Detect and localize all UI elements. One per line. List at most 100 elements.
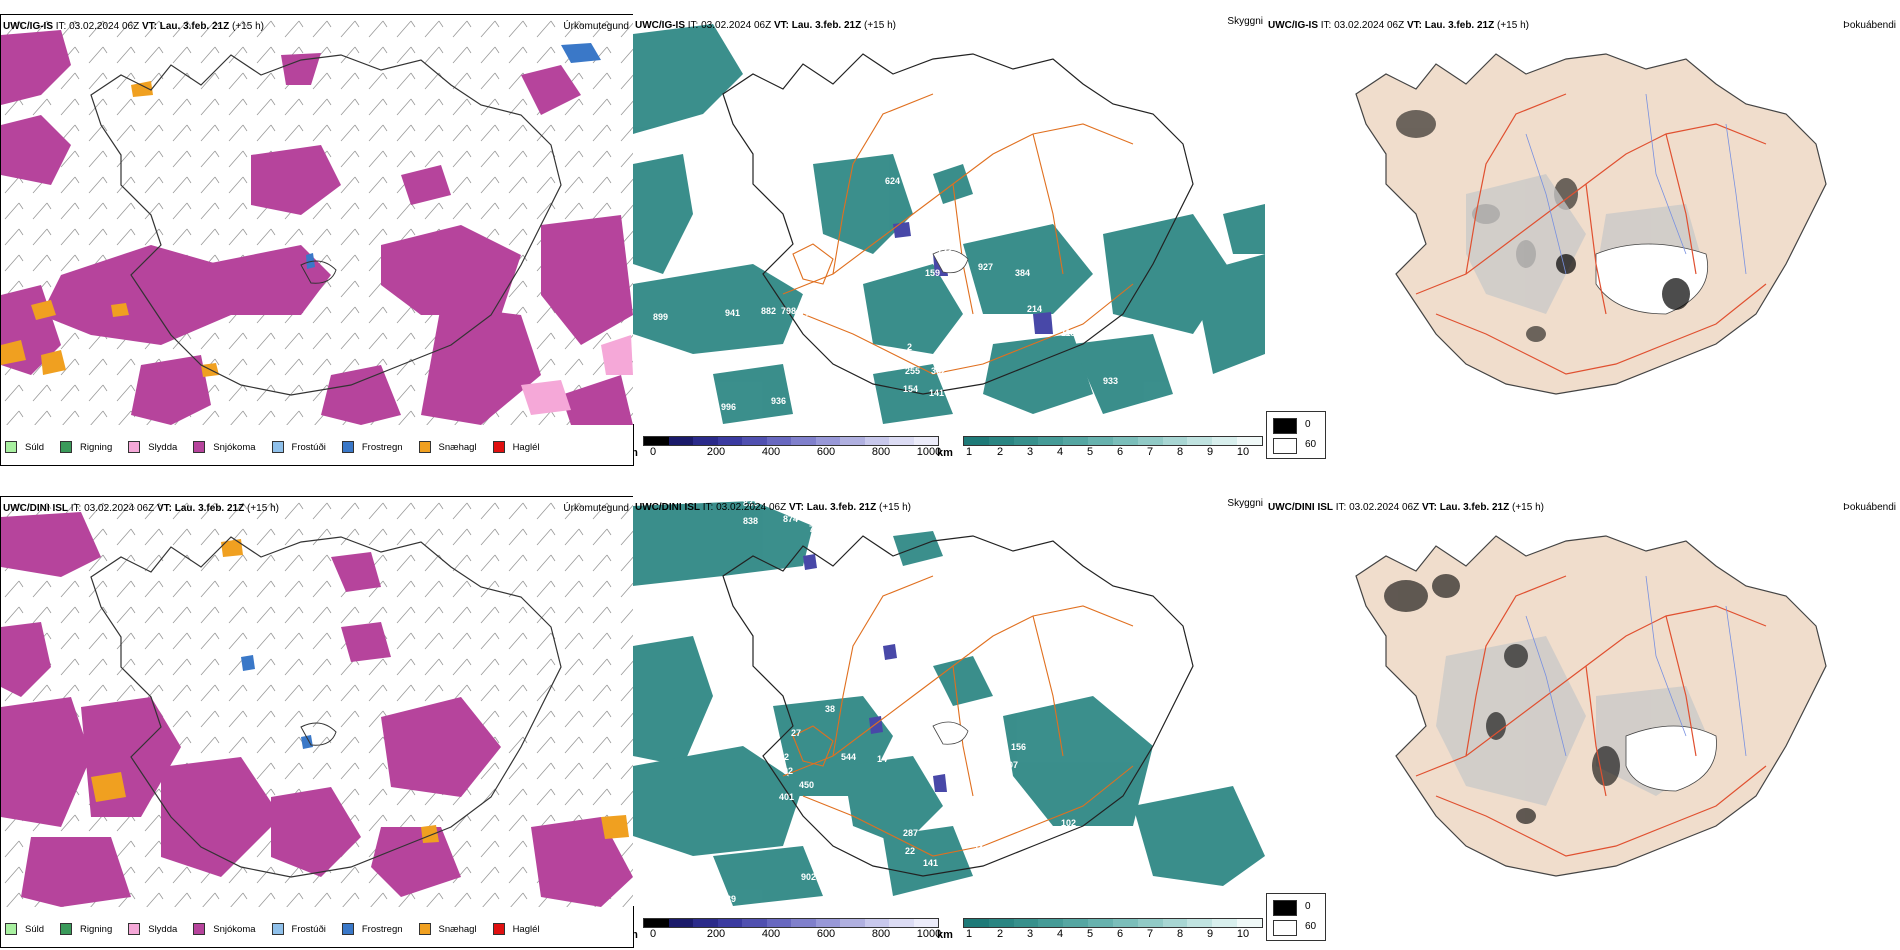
fog-panel-bottom: UWC/DINI ISL IT: 03.02.2024 06Z VT: Lau.… <box>1266 496 1900 891</box>
panel-header: UWC/IG-IS IT: 03.02.2024 06Z VT: Lau. 3.… <box>3 21 264 32</box>
legend-item: Snæhagl <box>418 441 477 453</box>
legend-label: Haglél <box>512 441 540 453</box>
vt-label: VT: <box>1406 20 1422 31</box>
tick-label: 7 <box>1146 446 1154 458</box>
lead-time: (+15 h) <box>1497 20 1529 31</box>
vis-label: 939 <box>721 894 736 904</box>
tick-label: 5 <box>1086 446 1094 458</box>
legend-item: Súld <box>5 923 44 935</box>
colorbar-unit: m <box>633 447 638 459</box>
tick-label: 800 <box>871 928 891 940</box>
fog-legend-label: 0 <box>1305 419 1311 430</box>
lead-time: (+15 h) <box>232 21 264 32</box>
tick-label: 1 <box>965 928 973 940</box>
legend-swatch <box>5 441 17 453</box>
legend-swatch <box>418 923 431 935</box>
tick-label: 6 <box>1116 928 1124 940</box>
colorbar-kilometers: km 1 2 3 4 5 6 7 8 9 10 <box>937 436 1263 460</box>
colorbar-meters: m 0 200 400 600 800 1000 <box>633 436 941 460</box>
legend-label: Slydda <box>148 923 178 935</box>
vis-label: 882 <box>761 306 776 316</box>
colorbar-km-bar <box>963 918 1263 928</box>
precip-type-map-top <box>1 15 633 465</box>
vis-label: 963 <box>643 136 658 146</box>
tick-label: 600 <box>816 928 836 940</box>
colorbar-km-bar <box>963 436 1263 446</box>
vis-label: 899 <box>653 312 668 322</box>
vis-label: 384 <box>1015 268 1030 278</box>
vis-label: 624 <box>885 176 900 186</box>
it-value: 03.02.2024 06Z <box>1334 20 1405 31</box>
vis-label: 118 <box>1061 328 1076 338</box>
panel-header: UWC/IG-IS IT: 03.02.2024 06Z VT: Lau. 3.… <box>1268 20 1529 31</box>
vis-label: 933 <box>1103 376 1118 386</box>
tick-label: 0 <box>649 928 657 940</box>
vt-label: VT: <box>156 503 172 514</box>
colorbar-meters-bar <box>643 436 939 446</box>
vis-label: 936 <box>771 396 786 406</box>
legend-swatch <box>193 923 206 935</box>
tick-label: 400 <box>761 928 781 940</box>
tick-label: 400 <box>761 446 781 458</box>
vt-label: VT: <box>1421 502 1437 513</box>
legend-swatch <box>60 923 73 935</box>
fog-legend-label: 60 <box>1305 921 1317 932</box>
legend-item: Slydda <box>128 923 177 935</box>
vis-label: 14 <box>877 754 887 764</box>
legend-item: Frostregn <box>341 923 403 935</box>
vis-label: 341 <box>973 844 988 854</box>
vis-label: 988 <box>835 86 850 96</box>
visibility-map-bottom: 833 838 874 762 941 150 135 38 156 307 1… <box>633 496 1265 906</box>
legend-swatch <box>418 441 431 453</box>
vis-label: 38 <box>825 704 835 714</box>
colorbar-unit: m <box>633 929 638 941</box>
it-label: IT: <box>687 20 699 31</box>
vt-label: VT: <box>773 20 789 31</box>
legend-item: Snæhagl <box>418 923 477 935</box>
it-label: IT: <box>702 502 714 513</box>
panel-header: UWC/DINI ISL IT: 03.02.2024 06Z VT: Lau.… <box>1268 502 1544 513</box>
tick-label: 600 <box>816 446 836 458</box>
precip-type-panel-top: UWC/IG-IS IT: 03.02.2024 06Z VT: Lau. 3.… <box>0 14 634 466</box>
legend-swatch <box>341 923 354 935</box>
panel-title: Skyggni <box>1227 16 1263 27</box>
tick-label: 200 <box>706 928 726 940</box>
vis-label: 941 <box>849 508 864 518</box>
tick-label: 3 <box>1026 446 1034 458</box>
vis-label: 902 <box>801 872 816 882</box>
it-value: 03.02.2024 06Z <box>69 21 140 32</box>
tick-label: 9 <box>1206 928 1214 940</box>
colorbar-meters-bar <box>643 918 939 928</box>
vt-label: VT: <box>788 502 804 513</box>
lead-time: (+15 h) <box>1512 502 1544 513</box>
tick-label: 3 <box>1026 928 1034 940</box>
legend-swatch <box>271 923 284 935</box>
tick-label: 6 <box>1116 446 1124 458</box>
legend-swatch <box>60 441 73 453</box>
vis-label: 762 <box>809 524 824 534</box>
vis-label: 287 <box>903 828 918 838</box>
vis-label: 123 <box>937 246 952 256</box>
vis-label: 27 <box>791 728 801 738</box>
model-name: UWC/IG-IS <box>635 20 685 31</box>
tick-label: 0 <box>649 446 657 458</box>
model-name: UWC/DINI ISL <box>1268 502 1333 513</box>
model-name: UWC/DINI ISL <box>3 503 68 514</box>
lead-time: (+15 h) <box>879 502 911 513</box>
it-label: IT: <box>1335 502 1347 513</box>
vis-label: 22 <box>905 846 915 856</box>
legend-item: Rigning <box>60 923 112 935</box>
it-label: IT: <box>70 503 82 514</box>
tick-label: 1000 <box>916 928 942 940</box>
precip-legend: Súld Rigning Slydda Snjókoma Frostúði Fr… <box>5 441 556 453</box>
vis-label: 141 <box>923 858 938 868</box>
vis-label: 401 <box>779 792 794 802</box>
legend-label: Frostúði <box>291 441 326 453</box>
legend-item: Frostúði <box>271 441 326 453</box>
colorbar-unit: km <box>937 929 953 941</box>
vis-label: 159 <box>925 268 940 278</box>
visibility-panel-bottom: 833 838 874 762 941 150 135 38 156 307 1… <box>633 496 1265 946</box>
legend-label: Snjókoma <box>213 923 256 935</box>
panel-title: Úrkomutegund <box>563 21 629 32</box>
vis-label: 150 <box>955 646 970 656</box>
